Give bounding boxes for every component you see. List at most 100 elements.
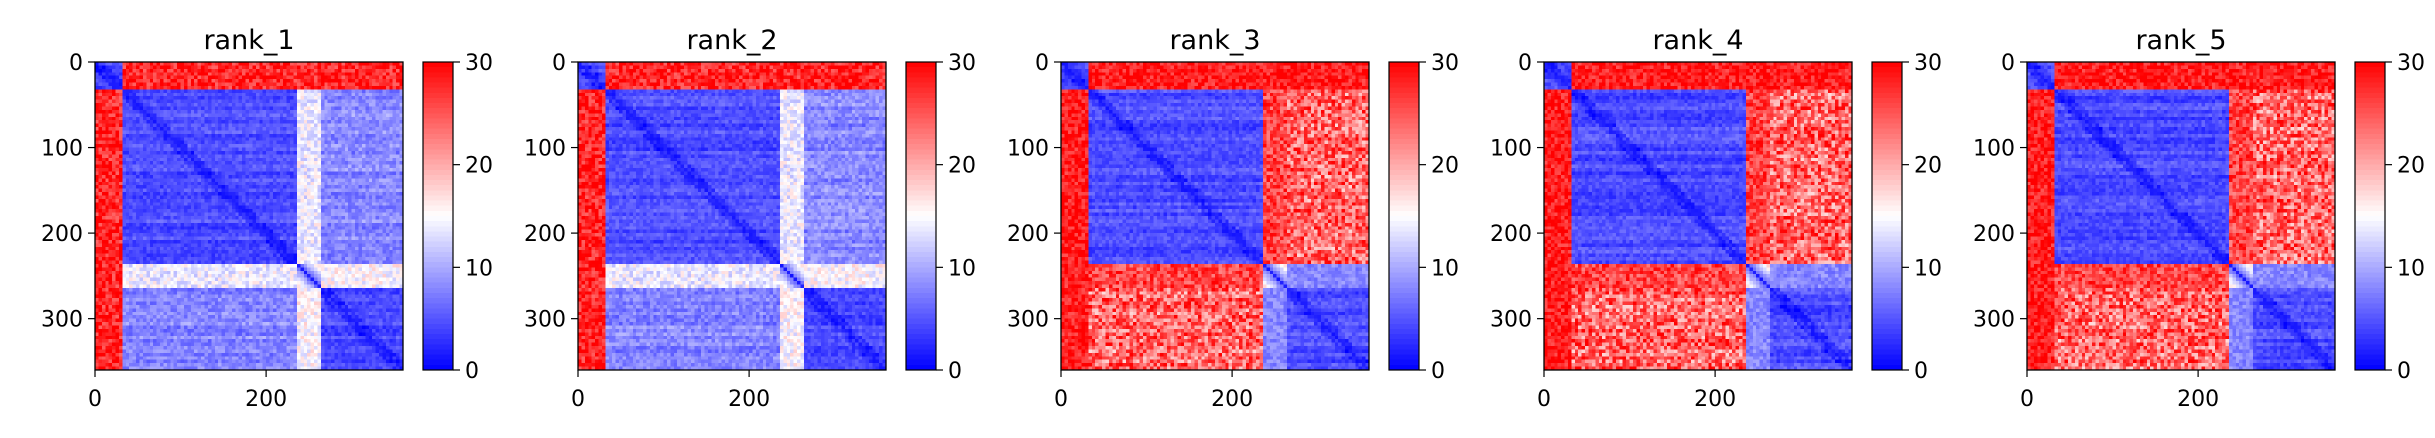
heatmap-cell [245,226,250,231]
heatmap-cell [334,68,339,73]
heatmap-cell [231,192,236,197]
heatmap-cell [211,116,216,121]
heatmap-cell [95,185,100,190]
heatmap-cell [136,113,141,118]
heatmap-cell [303,62,308,67]
heatmap-cell [269,205,274,210]
heatmap-cell [190,178,195,183]
heatmap-cell [139,157,144,162]
heatmap-cell [108,82,113,87]
heatmap-cell [296,178,301,183]
heatmap-cell [293,157,298,162]
heatmap-cell [231,103,236,108]
heatmap-cell [255,226,260,231]
heatmap-cell [221,130,226,135]
heatmap-cell [136,243,141,248]
heatmap-cell [231,168,236,173]
heatmap-cell [142,123,147,128]
heatmap-cell [344,171,349,176]
heatmap-cell [255,233,260,238]
heatmap-cell [365,174,370,179]
heatmap-cell [132,92,137,97]
heatmap-cell [252,75,257,80]
heatmap-cell [365,72,370,77]
heatmap-cell [269,171,274,176]
heatmap-cell [379,133,384,138]
heatmap-cell [95,116,100,121]
heatmap-cell [197,103,202,108]
heatmap-cell [160,62,165,67]
heatmap-cell [105,72,110,77]
heatmap-cell [358,123,363,128]
heatmap-cell [118,171,123,176]
heatmap-cell [290,219,295,224]
heatmap-cell [245,178,250,183]
heatmap-cell [115,82,120,87]
heatmap-cell [314,198,319,203]
heatmap-cell [385,202,390,207]
heatmap-cell [379,216,384,221]
heatmap-cell [125,137,130,142]
heatmap-cell [115,62,120,67]
heatmap-cell [249,89,254,94]
heatmap-cell [351,212,356,217]
heatmap-cell [115,192,120,197]
heatmap-cell [310,222,315,227]
heatmap-cell [170,181,175,186]
heatmap-cell [379,195,384,200]
heatmap-cell [180,62,185,67]
heatmap-cell [307,226,312,231]
heatmap-cell [379,137,384,142]
heatmap-cell [142,181,147,186]
heatmap-cell [129,161,134,166]
heatmap-cell [300,212,305,217]
heatmap-cell [146,157,151,162]
heatmap-cell [153,236,158,241]
heatmap-cell [372,243,377,248]
heatmap-cell [249,181,254,186]
heatmap-cell [194,109,199,114]
heatmap-cell [372,120,377,125]
heatmap-cell [296,174,301,179]
heatmap-cell [269,123,274,128]
heatmap-cell [136,185,141,190]
heatmap-cell [300,130,305,135]
heatmap-cell [238,154,243,159]
heatmap-cell [225,171,230,176]
heatmap-cell [163,229,168,234]
heatmap-cell [355,116,360,121]
heatmap-cell [361,168,366,173]
heatmap-cell [396,164,401,169]
heatmap-cell [392,68,397,73]
heatmap-cell [337,219,342,224]
heatmap-cell [399,133,404,138]
heatmap-cell [118,120,123,125]
heatmap-cell [173,65,178,70]
heatmap-cell [118,198,123,203]
heatmap-cell [290,144,295,149]
heatmap-cell [392,103,397,108]
heatmap-cell [160,236,165,241]
heatmap-cell [307,79,312,84]
heatmap-cell [361,65,366,70]
heatmap-cell [238,219,243,224]
heatmap-cell [163,130,168,135]
heatmap-cell [365,92,370,97]
heatmap-cell [375,226,380,231]
heatmap-cell [351,181,356,186]
heatmap-cell [211,229,216,234]
heatmap-cell [337,89,342,94]
heatmap-cell [214,212,219,217]
heatmap-cell [269,216,274,221]
heatmap-cell [385,164,390,169]
heatmap-cell [180,185,185,190]
heatmap-cell [351,185,356,190]
heatmap-cell [201,137,206,142]
heatmap-cell [399,157,404,162]
heatmap-cell [242,185,247,190]
heatmap-cell [348,62,353,67]
heatmap-cell [122,202,127,207]
heatmap-cell [348,130,353,135]
heatmap-cell [105,62,110,67]
heatmap-cell [173,109,178,114]
